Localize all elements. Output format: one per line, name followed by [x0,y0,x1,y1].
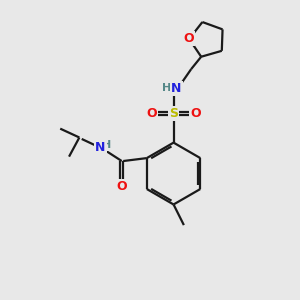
Text: O: O [184,32,194,45]
Text: N: N [171,82,182,95]
Text: H: H [163,83,172,93]
Text: S: S [169,107,178,120]
Text: O: O [146,107,157,120]
Text: H: H [102,140,112,150]
Text: O: O [116,180,127,193]
Text: N: N [95,141,106,154]
Text: O: O [190,107,201,120]
